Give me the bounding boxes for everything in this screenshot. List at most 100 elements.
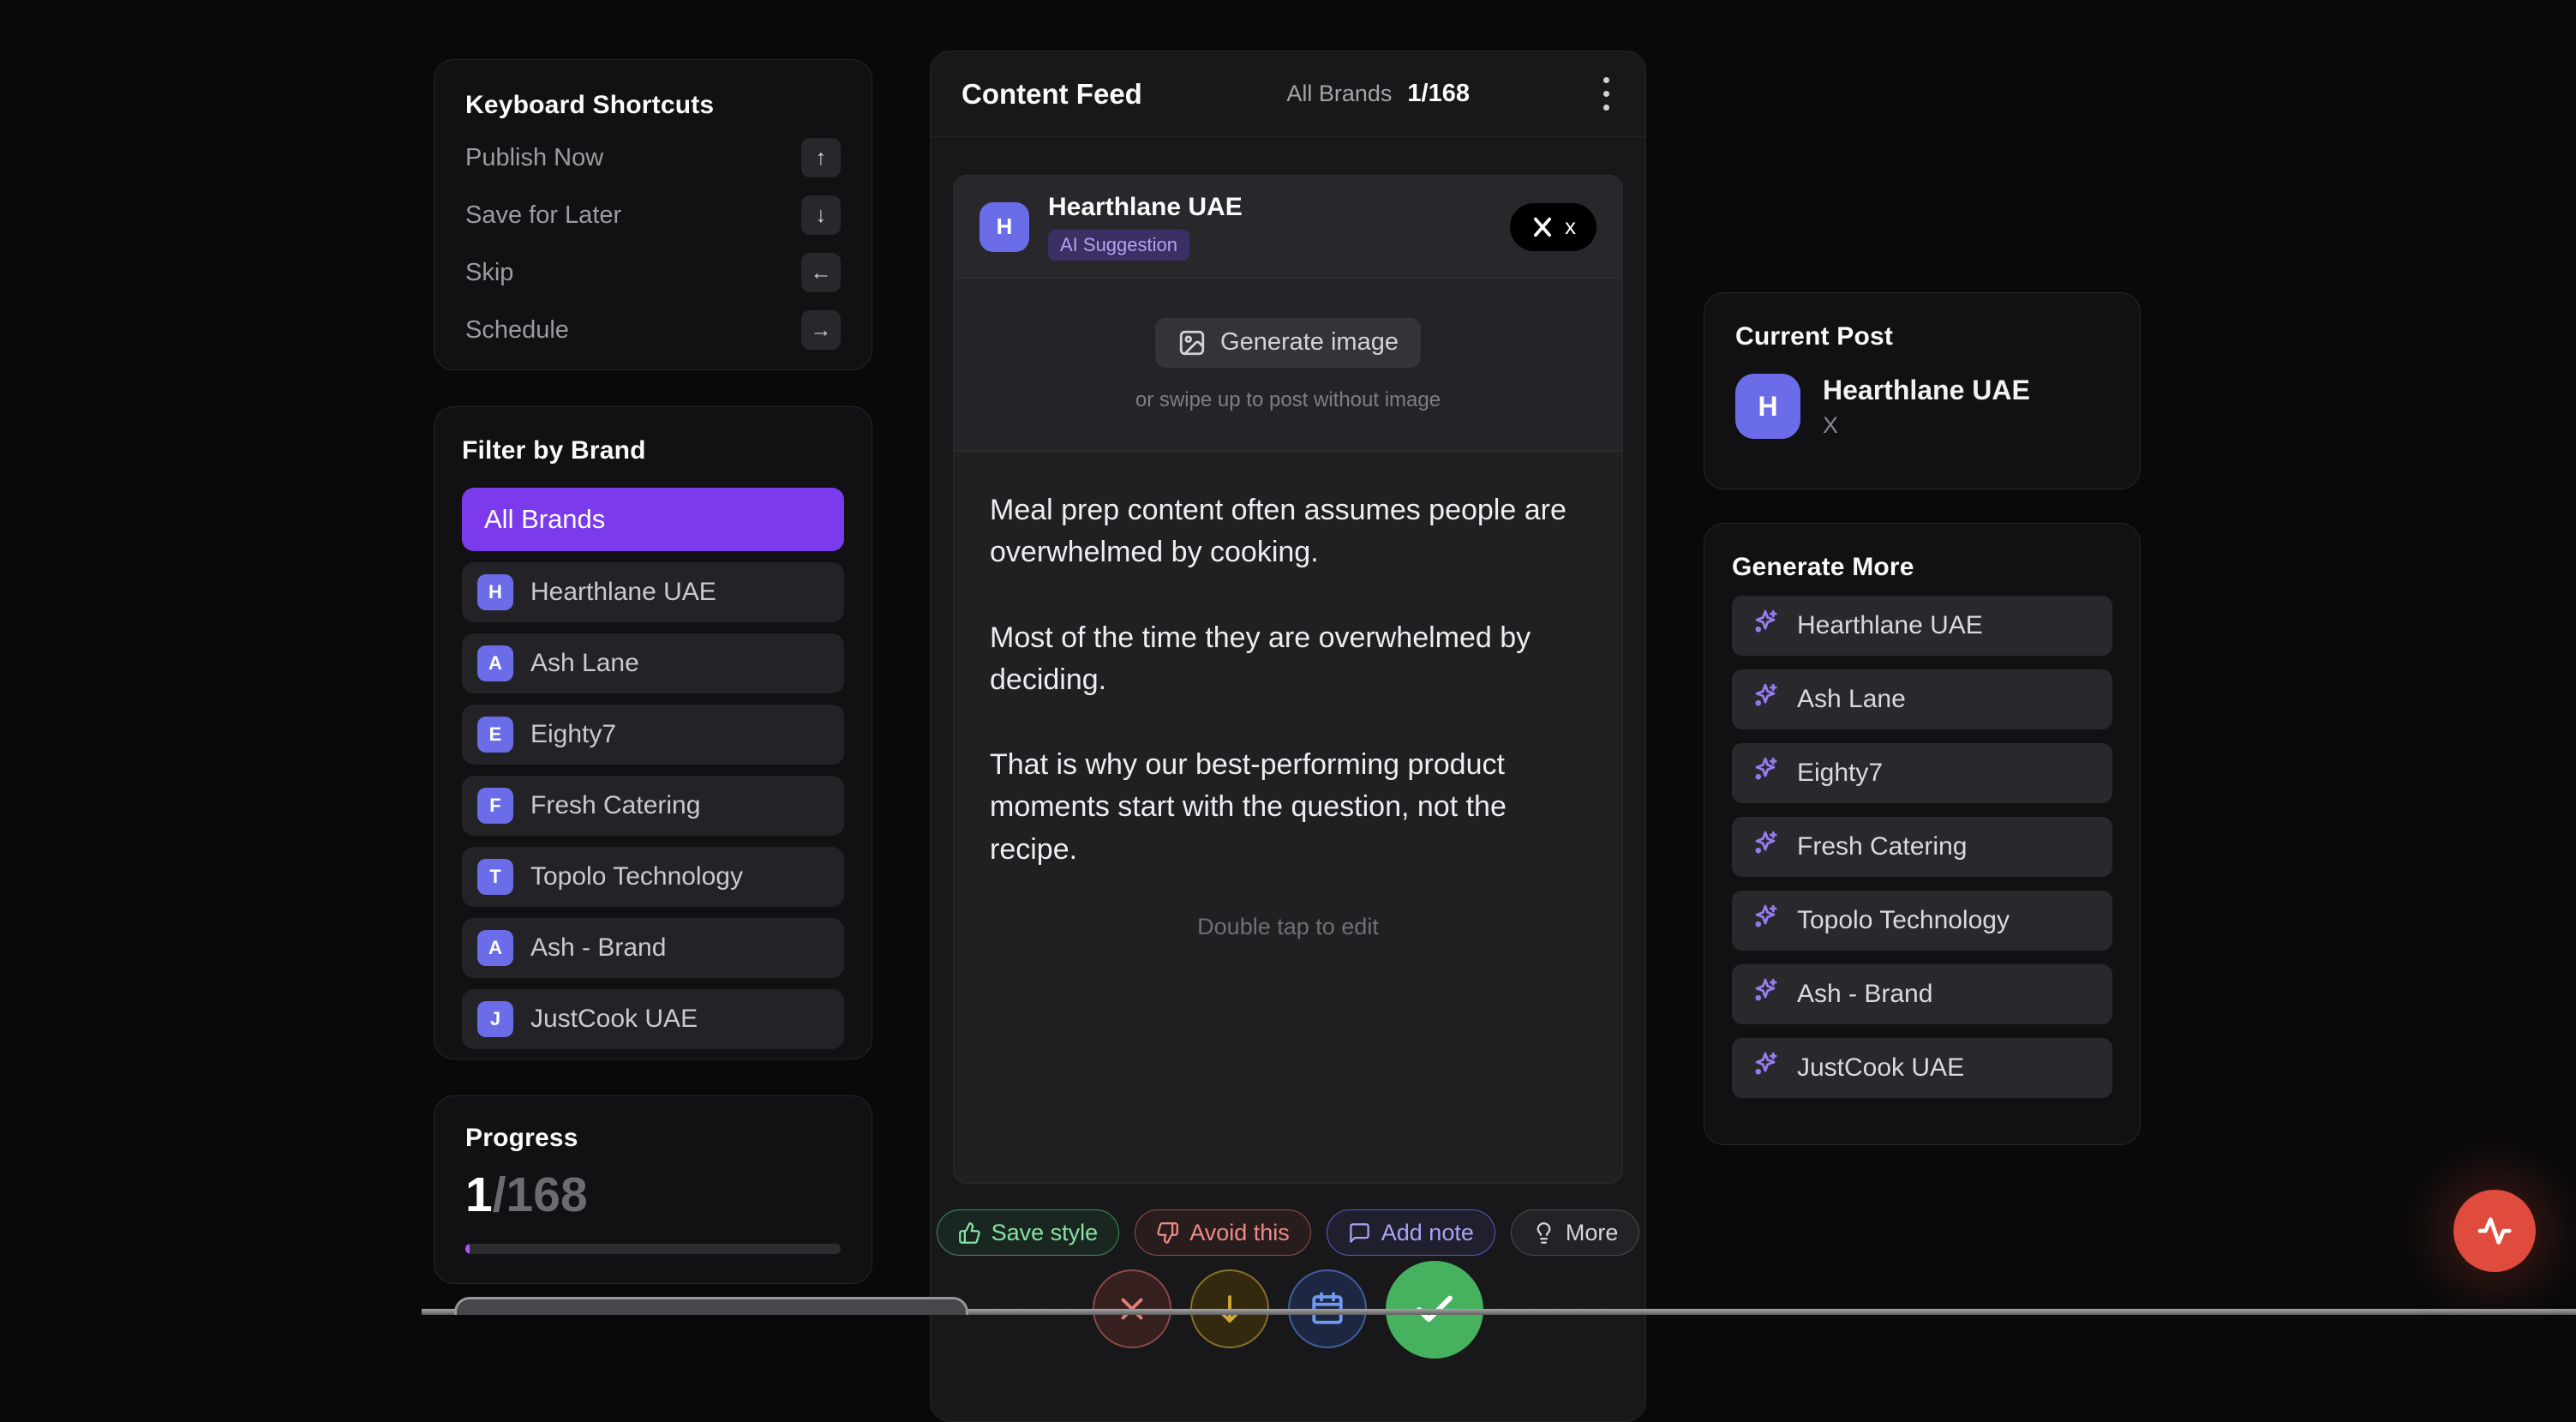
shortcut-label: Schedule [465, 315, 569, 344]
kebab-menu-icon[interactable] [1598, 72, 1614, 116]
brand-initial-avatar: A [477, 930, 513, 966]
lightbulb-icon [1532, 1221, 1555, 1245]
platform-badge: x [1510, 202, 1597, 251]
brand-initial-avatar: E [477, 717, 513, 753]
brand-filter-item[interactable]: F Fresh Catering [462, 776, 844, 836]
sparkles-icon [1751, 976, 1780, 1005]
brand-name: Ash Lane [530, 649, 639, 677]
generate-more-item[interactable]: Eighty7 [1732, 743, 2112, 803]
image-icon [1177, 328, 1207, 357]
x-logo-icon [1531, 215, 1555, 239]
shortcut-key-arrow-left: ← [801, 253, 841, 292]
generate-image-button[interactable]: Generate image [1155, 317, 1421, 368]
generate-more-item[interactable]: Ash Lane [1732, 669, 2112, 729]
generate-more-list: Hearthlane UAE Ash Lane Eighty7 Fresh Ca… [1732, 596, 2112, 1098]
shortcut-key-arrow-up: ↑ [801, 138, 841, 177]
activity-fab-button[interactable] [2453, 1190, 2536, 1272]
post-brand-wrap: Hearthlane UAE AI Suggestion [1048, 193, 1243, 261]
current-post-row: H Hearthlane UAE X [1735, 374, 2109, 439]
brand-name: Eighty7 [530, 720, 617, 748]
progress-fill [465, 1244, 470, 1254]
current-post-platform: X [1823, 411, 1839, 438]
filter-title: Filter by Brand [462, 436, 646, 465]
generate-more-item[interactable]: Fresh Catering [1732, 817, 2112, 877]
sparkles-icon [1751, 681, 1780, 711]
brand-filter-item[interactable]: A Ash - Brand [462, 918, 844, 978]
keyboard-shortcuts-card: Keyboard Shortcuts Publish Now ↑ Save fo… [434, 59, 872, 370]
current-post-title: Current Post [1735, 322, 1894, 351]
progress-bar-track [465, 1244, 841, 1254]
shortcut-label: Publish Now [465, 143, 604, 171]
post-text-area[interactable]: Meal prep content often assumes people a… [954, 452, 1622, 1183]
progress-count: 1/168 [465, 1167, 841, 1223]
ai-suggestion-badge: AI Suggestion [1048, 230, 1189, 261]
save-style-button[interactable]: Save style [936, 1209, 1120, 1256]
pill-label: Avoid this [1189, 1219, 1290, 1245]
filter-by-brand-card: Filter by Brand All Brands H Hearthlane … [434, 406, 872, 1059]
generate-more-brand-name: Eighty7 [1797, 759, 1884, 787]
generate-more-brand-name: Ash Lane [1797, 685, 1906, 713]
avoid-this-button[interactable]: Avoid this [1135, 1209, 1311, 1256]
brand-filter-item[interactable]: T Topolo Technology [462, 847, 844, 907]
shortcut-row: Skip ← [465, 253, 841, 292]
generate-more-brand-name: Fresh Catering [1797, 832, 1968, 861]
post-paragraph: That is why our best-performing product … [990, 748, 1507, 866]
shortcut-row: Save for Later ↓ [465, 195, 841, 235]
brand-filter-list: H Hearthlane UAE A Ash Lane E Eighty7 F … [462, 562, 844, 1049]
brand-initial-avatar: J [477, 1001, 513, 1037]
pill-label: Add note [1381, 1219, 1474, 1245]
current-post-brand-name: Hearthlane UAE [1823, 374, 2030, 405]
bottom-window-edge [422, 1309, 2576, 1315]
more-button[interactable]: More [1510, 1209, 1640, 1256]
app-background: { "colors": { "accent_purple": "#7c3aed"… [422, 51, 2576, 1422]
post-paragraph: Meal prep content often assumes people a… [990, 494, 1567, 569]
brand-filter-item[interactable]: A Ash Lane [462, 633, 844, 693]
filter-all-brands-button[interactable]: All Brands [462, 488, 844, 551]
pill-label: Save style [991, 1219, 1099, 1245]
post-action-row: Save style Avoid this Add note More [931, 1209, 1645, 1256]
post-paragraphs: Meal prep content often assumes people a… [990, 489, 1586, 871]
content-feed-title: Content Feed [962, 77, 1142, 110]
shortcut-label: Save for Later [465, 201, 622, 229]
content-feed-card: Content Feed All Brands 1/168 H Hearthla… [930, 51, 1646, 1422]
generate-more-item[interactable]: Ash - Brand [1732, 964, 2112, 1024]
add-note-button[interactable]: Add note [1326, 1209, 1495, 1256]
post-paragraph: Most of the time they are overwhelmed by… [990, 621, 1531, 696]
swipe-hint: or swipe up to post without image [1135, 387, 1441, 411]
generate-more-item[interactable]: Topolo Technology [1732, 891, 2112, 951]
generate-more-brand-name: Topolo Technology [1797, 906, 2010, 934]
brand-initial-avatar: T [477, 859, 513, 895]
generate-more-item[interactable]: JustCook UAE [1732, 1038, 2112, 1098]
generate-more-brand-name: Ash - Brand [1797, 980, 1933, 1008]
post-card: H Hearthlane UAE AI Suggestion x Generat… [953, 175, 1623, 1184]
generate-more-card: Generate More Hearthlane UAE Ash Lane Ei… [1704, 523, 2141, 1145]
shortcut-label: Skip [465, 258, 514, 286]
generate-more-brand-name: Hearthlane UAE [1797, 611, 1983, 639]
progress-title: Progress [465, 1124, 578, 1152]
generate-more-brand-name: JustCook UAE [1797, 1053, 1965, 1082]
sparkles-icon [1751, 903, 1780, 932]
brand-avatar: H [979, 201, 1029, 252]
generate-more-item[interactable]: Hearthlane UAE [1732, 596, 2112, 656]
content-feed-header: Content Feed All Brands 1/168 [931, 51, 1645, 137]
sparkles-icon [1751, 755, 1780, 784]
brand-name: Ash - Brand [530, 933, 667, 962]
brand-name: Topolo Technology [530, 862, 743, 891]
sparkles-icon [1751, 608, 1780, 637]
post-header: H Hearthlane UAE AI Suggestion x [954, 176, 1622, 279]
progress-current: 1 [465, 1167, 493, 1222]
shortcut-list: Publish Now ↑ Save for Later ↓ Skip ← Sc… [465, 138, 841, 350]
current-post-card: Current Post H Hearthlane UAE X [1704, 292, 2141, 489]
brand-filter-item[interactable]: E Eighty7 [462, 705, 844, 765]
brand-name: Fresh Catering [530, 791, 701, 819]
edit-hint: Double tap to edit [1197, 914, 1379, 940]
current-post-avatar: H [1735, 374, 1800, 439]
brand-initial-avatar: F [477, 788, 513, 824]
generate-more-title: Generate More [1732, 553, 1914, 581]
shortcut-key-arrow-down: ↓ [801, 195, 841, 235]
shortcut-key-arrow-right: → [801, 310, 841, 350]
pill-label: More [1565, 1219, 1619, 1245]
brand-filter-item[interactable]: H Hearthlane UAE [462, 562, 844, 622]
progress-card: Progress 1/168 [434, 1095, 872, 1284]
brand-filter-item[interactable]: J JustCook UAE [462, 989, 844, 1049]
